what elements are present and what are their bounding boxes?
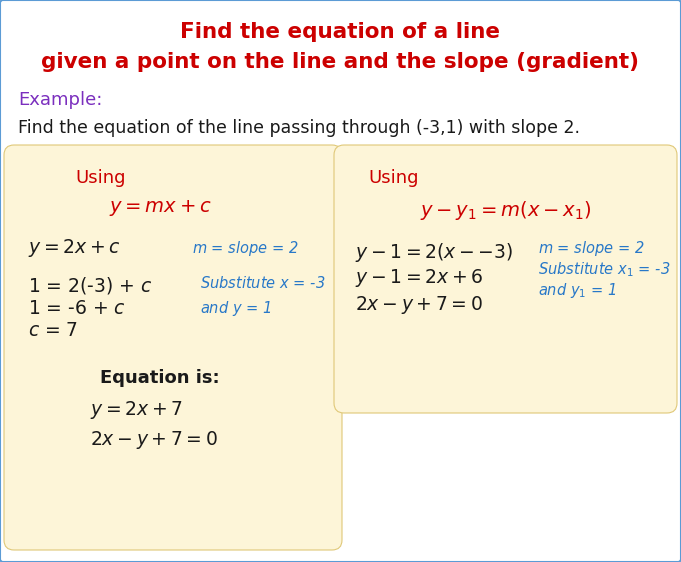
Text: $2x - y + 7 = 0$: $2x - y + 7 = 0$ — [90, 429, 218, 451]
FancyBboxPatch shape — [334, 145, 677, 413]
Text: given a point on the line and the slope (gradient): given a point on the line and the slope … — [41, 52, 639, 72]
Text: $y - y_1 = m(x - x_1)$: $y - y_1 = m(x - x_1)$ — [420, 198, 592, 221]
Text: $c$ = 7: $c$ = 7 — [28, 321, 78, 341]
Text: $y = 2x + c$: $y = 2x + c$ — [28, 237, 121, 259]
Text: $2x - y + 7 = 0$: $2x - y + 7 = 0$ — [355, 294, 483, 316]
Text: Substitute $x$ = -3: Substitute $x$ = -3 — [200, 275, 326, 291]
Text: 1 = 2(-3) + $c$: 1 = 2(-3) + $c$ — [28, 274, 153, 296]
FancyBboxPatch shape — [4, 145, 342, 550]
Text: Using: Using — [75, 169, 125, 187]
Text: and $y_1$ = 1: and $y_1$ = 1 — [538, 280, 616, 300]
Text: $y - 1 = 2x + 6$: $y - 1 = 2x + 6$ — [355, 267, 484, 289]
Text: Substitute $x_1$ = -3: Substitute $x_1$ = -3 — [538, 261, 671, 279]
Text: Find the equation of a line: Find the equation of a line — [180, 22, 500, 42]
Text: $m$ = slope = 2: $m$ = slope = 2 — [538, 238, 645, 257]
Text: $y = mx + c$: $y = mx + c$ — [108, 198, 211, 218]
Text: Example:: Example: — [18, 91, 102, 109]
Text: Find the equation of the line passing through (-3,1) with slope 2.: Find the equation of the line passing th… — [18, 119, 580, 137]
Text: $y = 2x + 7$: $y = 2x + 7$ — [90, 399, 183, 421]
Text: Equation is:: Equation is: — [100, 369, 220, 387]
Text: and $y$ = 1: and $y$ = 1 — [200, 298, 272, 318]
Text: $m$ = slope = 2: $m$ = slope = 2 — [192, 238, 299, 257]
Text: Using: Using — [368, 169, 419, 187]
Text: 1 = -6 + $c$: 1 = -6 + $c$ — [28, 298, 126, 318]
Text: $y - 1 = 2(x - {-3})$: $y - 1 = 2(x - {-3})$ — [355, 241, 513, 264]
